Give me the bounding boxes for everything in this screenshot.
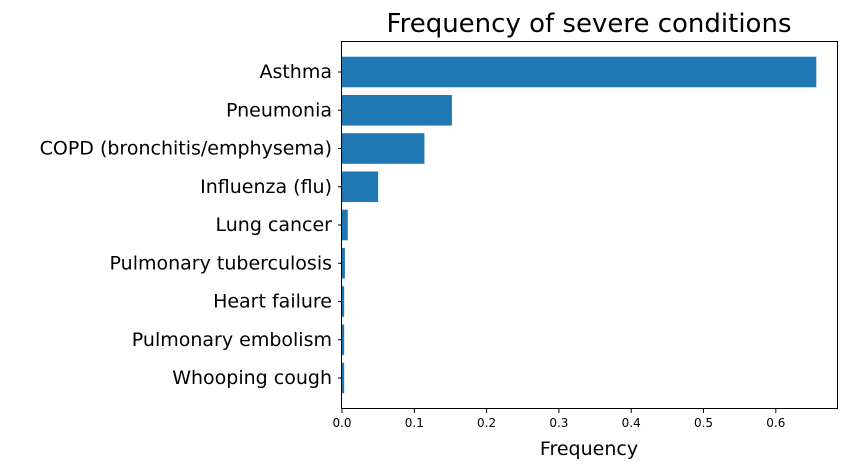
x-tick-label: 0.4 (622, 416, 641, 430)
x-tick-label: 0.2 (477, 416, 496, 430)
y-axis-ticks: Asthma Pneumonia COPD (bronchitis/emphysem… (40, 61, 342, 389)
category-label: Heart failure (213, 291, 332, 313)
x-tick-label: 0.6 (766, 416, 785, 430)
category-label: Pneumonia (226, 99, 332, 121)
category-label: Asthma (259, 61, 332, 83)
category-label: Influenza (flu) (200, 176, 332, 198)
bar-7 (342, 324, 345, 356)
plot-frame (341, 41, 838, 409)
category-label: Lung cancer (215, 214, 332, 236)
category-label: Whooping cough (172, 367, 332, 389)
x-tick-label: 0.0 (332, 416, 351, 430)
x-axis-ticks: 0.0 0.1 0.2 0.3 0.4 0.5 0.6 (332, 409, 785, 430)
bar-6 (342, 286, 345, 317)
bar-5 (342, 247, 345, 279)
chart-title: Frequency of severe conditions (387, 9, 792, 39)
x-tick-label: 0.3 (549, 416, 568, 430)
bar-4 (342, 209, 348, 241)
bar-0 (342, 56, 817, 88)
bar-3 (342, 171, 379, 203)
category-label: Pulmonary embolism (132, 329, 332, 351)
x-axis-label: Frequency (540, 438, 638, 460)
x-tick-label: 0.1 (405, 416, 424, 430)
bar-2 (342, 133, 425, 164)
category-label: COPD (bronchitis/emphysema) (40, 138, 332, 160)
category-label: Pulmonary tuberculosis (110, 252, 332, 274)
x-tick-label: 0.5 (694, 416, 713, 430)
bars-layer (342, 56, 817, 394)
bar-8 (342, 362, 345, 394)
bar-1 (342, 94, 452, 126)
